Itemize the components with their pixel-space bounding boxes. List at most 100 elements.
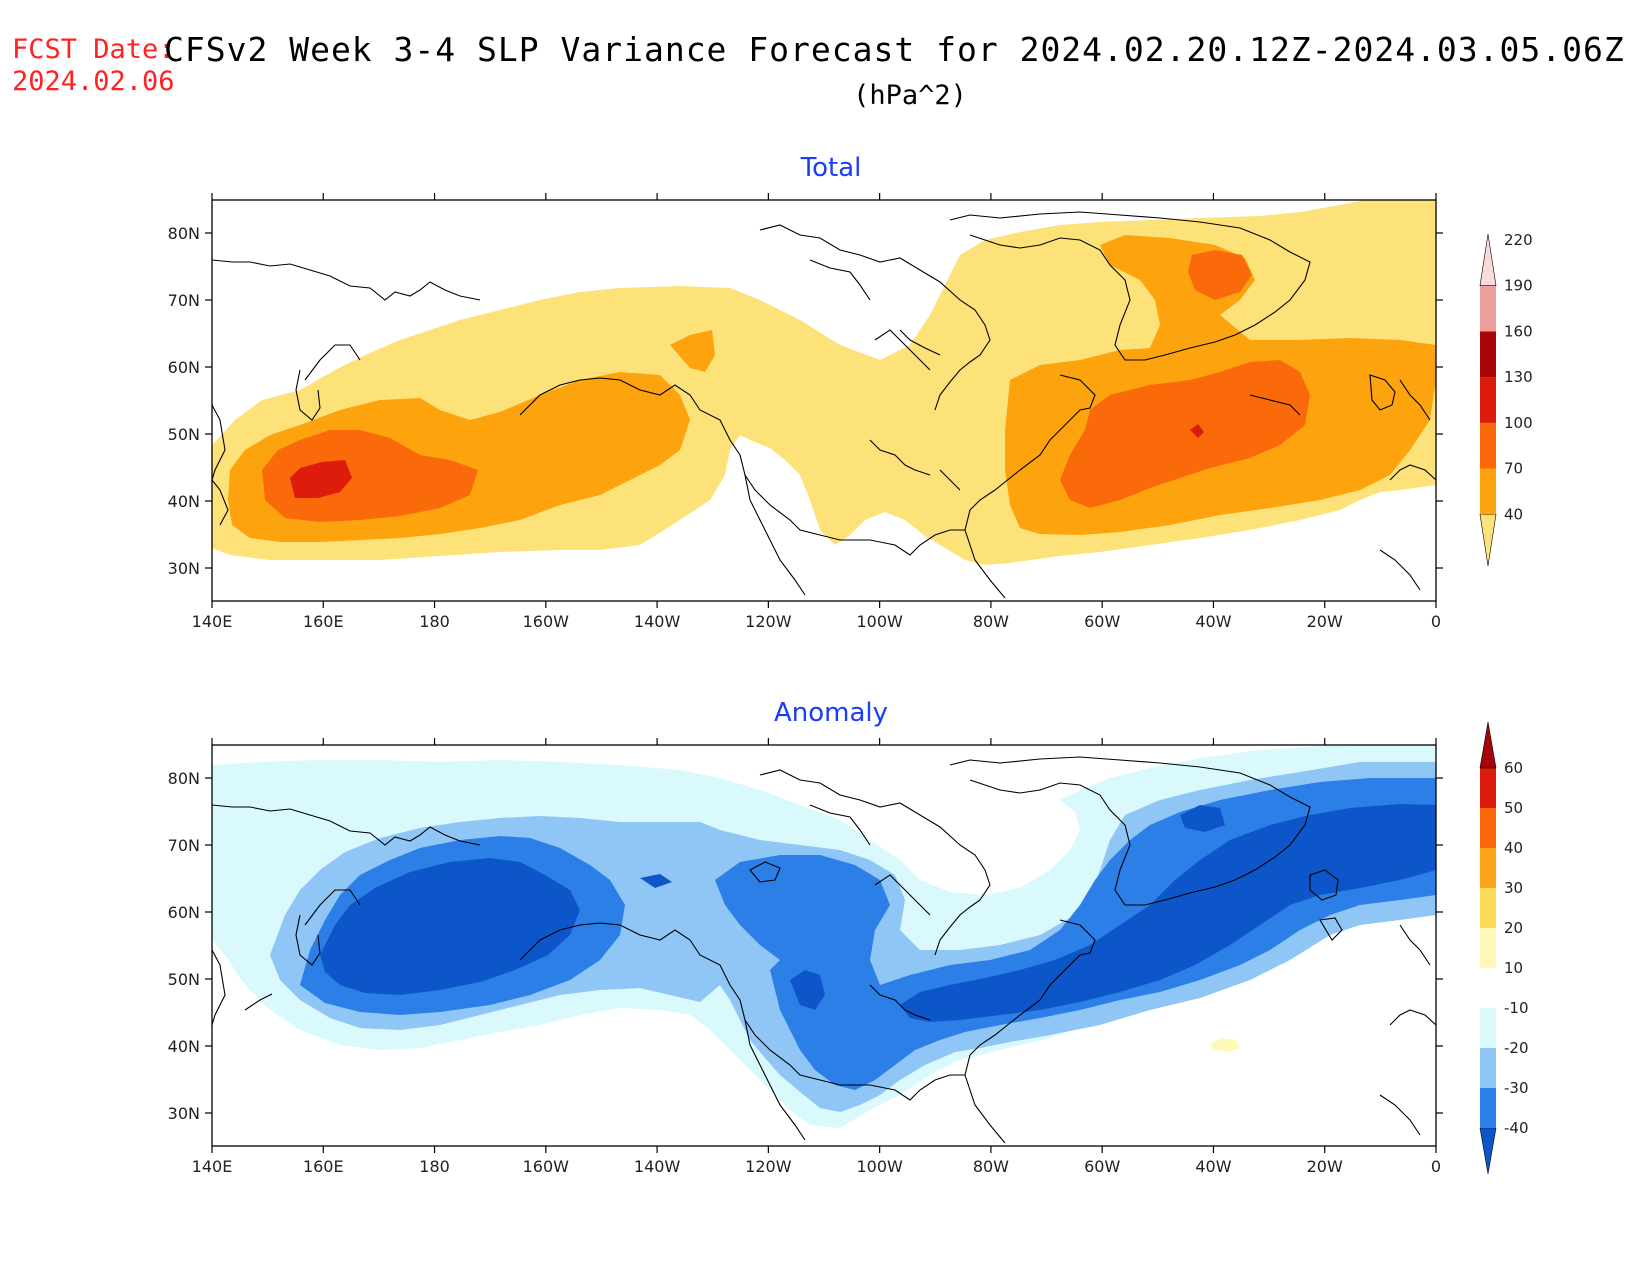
anomaly-lon-label: 140E (192, 1157, 233, 1176)
anomaly-lat-label: 80N (168, 769, 200, 788)
total-fill-130 (290, 460, 352, 498)
panel-title-anomaly: Anomaly (773, 698, 889, 728)
anomaly-colorbar-swatch (1480, 968, 1496, 1008)
anomaly-lon-label: 160W (523, 1157, 570, 1176)
total-lat-label: 40N (168, 492, 200, 511)
total-axes: 140E 160E 180 160W 140W 120W 100W 80W 60W 40W 20W 0… (168, 193, 1443, 631)
anomaly-lon-label: 120W (745, 1157, 792, 1176)
total-colorbar-label: 70 (1504, 460, 1523, 478)
anomaly-colorbar-label: 50 (1504, 799, 1523, 817)
anomaly-colorbar-label: 10 (1504, 959, 1523, 977)
total-lon-label: 80W (973, 612, 1009, 631)
forecast-date-label: FCST Date: (12, 34, 175, 65)
anomaly-lon-label: 100W (856, 1157, 903, 1176)
anomaly-fill-minus40 (320, 858, 580, 995)
anomaly-colorbar-swatch (1480, 1008, 1496, 1048)
total-colorbar-label: 160 (1504, 322, 1533, 340)
anomaly-lat-label: 30N (168, 1104, 200, 1123)
total-colorbar-label: 190 (1504, 277, 1533, 295)
total-lon-label: 60W (1084, 612, 1120, 631)
total-fill-70 (670, 330, 715, 372)
coastlines (212, 211, 1436, 599)
anomaly-lon-label: 80W (973, 1157, 1009, 1176)
total-fill-130 (1190, 424, 1204, 438)
anomaly-colorbar-label: 30 (1504, 879, 1523, 897)
total-colorbar-swatch (1480, 468, 1496, 515)
total-lon-label: 100W (856, 612, 903, 631)
anomaly-lon-label: 40W (1195, 1157, 1231, 1176)
anomaly-lon-label: 60W (1084, 1157, 1120, 1176)
panel-title-total: Total (800, 153, 862, 183)
total-lon-label: 180 (419, 612, 450, 631)
total-fill-100 (1188, 250, 1252, 300)
total-lat-label: 30N (168, 559, 200, 578)
anomaly-lat-label: 50N (168, 970, 200, 989)
anomaly-fill-minus40 (790, 970, 825, 1010)
anomaly-lat-label: 40N (168, 1037, 200, 1056)
anomaly-colorbar-swatch (1480, 1088, 1496, 1128)
total-lat-label: 50N (168, 425, 200, 444)
total-fill-100 (1060, 360, 1310, 508)
units-label: (hPa^2) (853, 80, 967, 111)
anomaly-axes: 140E 160E 180 160W 140W 120W 100W 80W 60W 40W 20W 0… (168, 738, 1443, 1176)
total-lon-label: 160W (523, 612, 570, 631)
anomaly-lon-label: 180 (419, 1157, 450, 1176)
total-fill-100 (262, 430, 478, 522)
anomaly-colorbar-swatch (1480, 808, 1496, 848)
anomaly-fill-minus40 (1180, 805, 1225, 832)
total-lon-label: 140W (634, 612, 681, 631)
anomaly-fill-minus40 (640, 874, 672, 888)
anomaly-colorbar-swatch (1479, 1127, 1497, 1175)
total-lon-label: 140E (192, 612, 233, 631)
total-colorbar-label: 40 (1504, 505, 1523, 523)
coastlines (212, 756, 1436, 1144)
anomaly-colorbar-swatch (1480, 928, 1496, 968)
total-lat-label: 60N (168, 358, 200, 377)
total-colorbar-swatch (1480, 377, 1496, 423)
anomaly-lon-label: 20W (1307, 1157, 1343, 1176)
anomaly-colorbar-label: 60 (1504, 759, 1523, 777)
total-colorbar: 40 70 100 130 160 190 220 (1479, 231, 1533, 567)
anomaly-lon-label: 0 (1431, 1157, 1441, 1176)
anomaly-colorbar-label: 40 (1504, 839, 1523, 857)
main-title: CFSv2 Week 3-4 SLP Variance Forecast for… (164, 30, 1625, 69)
anomaly-map-frame (211, 744, 1437, 1147)
anomaly-map (212, 745, 1436, 1146)
anomaly-colorbar-swatch (1479, 721, 1497, 769)
anomaly-colorbar-label: -10 (1504, 999, 1529, 1017)
forecast-date-value: 2024.02.06 (12, 66, 175, 97)
anomaly-fill-minus40 (900, 804, 1436, 1022)
anomaly-colorbar-swatch (1480, 888, 1496, 928)
anomaly-lon-label: 140W (634, 1157, 681, 1176)
total-colorbar-swatch (1480, 422, 1496, 469)
total-lon-label: 120W (745, 612, 792, 631)
total-colorbar-swatch (1480, 285, 1496, 332)
total-lon-label: 0 (1431, 612, 1441, 631)
anomaly-colorbar-swatch (1480, 848, 1496, 888)
anomaly-lon-label: 160E (303, 1157, 344, 1176)
total-lon-label: 160E (303, 612, 344, 631)
total-lon-label: 20W (1307, 612, 1343, 631)
anomaly-colorbar-label: -40 (1504, 1119, 1529, 1137)
total-colorbar-label: 100 (1504, 414, 1533, 432)
anomaly-lat-label: 60N (168, 903, 200, 922)
anomaly-colorbar: -40 -30 -20 -10 10 20 30 40 50 60 (1479, 721, 1529, 1175)
total-lon-label: 40W (1195, 612, 1231, 631)
total-colorbar-swatch (1480, 331, 1496, 378)
anomaly-colorbar-label: 20 (1504, 919, 1523, 937)
anomaly-fill-plus10 (1210, 1038, 1240, 1052)
anomaly-colorbar-label: -30 (1504, 1079, 1529, 1097)
anomaly-lat-label: 70N (168, 836, 200, 855)
anomaly-colorbar-swatch (1480, 1048, 1496, 1088)
total-colorbar-label: 220 (1504, 231, 1533, 249)
total-map-frame (211, 199, 1437, 602)
total-colorbar-label: 130 (1504, 368, 1533, 386)
anomaly-colorbar-label: -20 (1504, 1039, 1529, 1057)
total-colorbar-swatch (1479, 233, 1497, 287)
total-map (212, 200, 1436, 601)
total-colorbar-swatch (1479, 513, 1497, 567)
total-lat-label: 70N (168, 291, 200, 310)
anomaly-colorbar-swatch (1480, 768, 1496, 808)
total-lat-label: 80N (168, 224, 200, 243)
